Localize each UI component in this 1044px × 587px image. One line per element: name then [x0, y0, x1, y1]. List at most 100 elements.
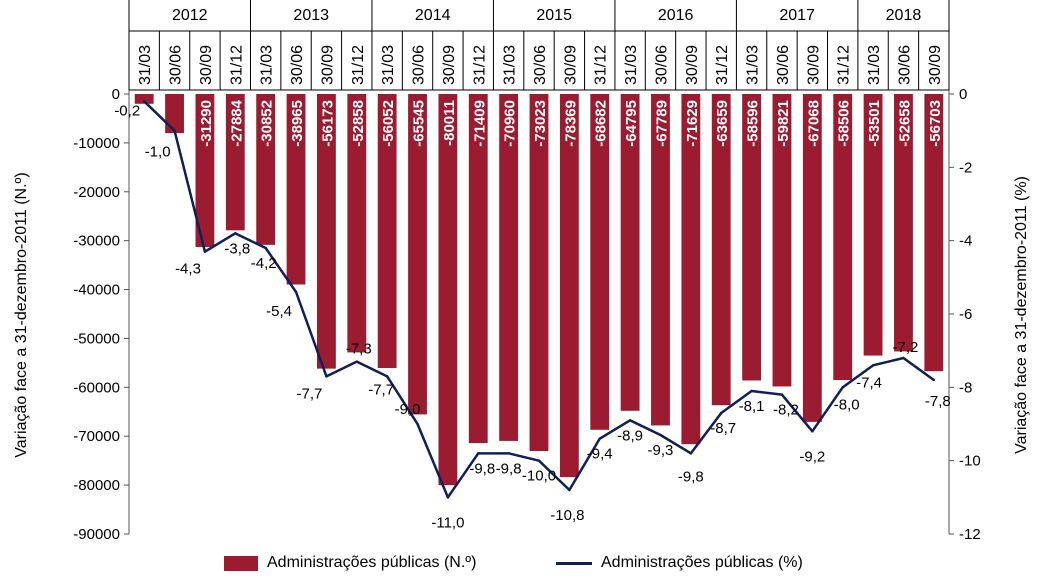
left-tick-label: 0 [112, 86, 120, 103]
line-value-label: -8,0 [834, 396, 860, 413]
line-value-label: -7,2 [893, 339, 919, 356]
line-value-label: -3,8 [224, 240, 250, 257]
date-tick-label: 31/12 [471, 45, 488, 85]
bar [833, 94, 853, 381]
bar-value-label: -67789 [653, 100, 670, 147]
line-point [264, 246, 267, 250]
line-point [780, 393, 784, 396]
bar [742, 94, 762, 381]
bar [225, 94, 245, 231]
bar [286, 94, 306, 285]
year-label: 2018 [886, 7, 922, 24]
line-value-label: -7,3 [346, 341, 372, 358]
bar-value-label: -30852 [259, 100, 276, 147]
year-label: 2016 [658, 7, 694, 24]
year-label: 2015 [536, 7, 572, 24]
date-tick-label: 31/12 [350, 45, 367, 85]
left-tick-label: -80000 [73, 477, 120, 494]
line-value-label: -9,8 [496, 460, 522, 477]
bar-value-label: -52858 [350, 100, 367, 147]
line-point [142, 100, 146, 103]
bar [408, 94, 427, 415]
date-tick-label: 30/06 [411, 45, 428, 85]
line-point [932, 378, 936, 382]
legend-item-line: Administrações públicas (%) [556, 554, 803, 572]
right-tick-label: 0 [959, 86, 967, 103]
left-axis-title: Variação face a 31-dezembro-2011 (N.º) [13, 172, 30, 458]
bar-value-label: -78369 [562, 100, 579, 147]
line-value-label: -9,3 [648, 442, 674, 459]
date-tick-label: 30/06 [653, 45, 670, 85]
line-point [598, 437, 601, 440]
bar-value-label: -58596 [745, 100, 762, 147]
line-value-label: -1,0 [145, 144, 171, 161]
line-value-label: -4,2 [251, 255, 277, 272]
line-point [234, 232, 237, 235]
bar [924, 94, 944, 372]
right-tick-label: -12 [959, 526, 981, 543]
line-value-label: -10,0 [522, 468, 556, 485]
line-point [750, 389, 753, 393]
line-value-label: -7,8 [925, 393, 951, 410]
bar-value-label: -52658 [896, 100, 913, 147]
date-tick-label: 31/03 [745, 45, 762, 85]
left-tick-label: -60000 [73, 379, 120, 396]
date-tick-label: 31/12 [593, 45, 610, 85]
legend-item-bars: Administrações públicas (N.º) [224, 554, 476, 572]
bar [468, 94, 488, 444]
line-point [355, 360, 358, 363]
date-tick-label: 31/03 [380, 45, 397, 85]
bar [316, 94, 336, 369]
date-tick-label: 30/09 [805, 45, 822, 85]
bar [134, 94, 154, 104]
line-point [507, 452, 510, 455]
bar [499, 94, 519, 441]
date-tick-label: 30/06 [289, 45, 306, 85]
bar-value-label: -80011 [441, 100, 458, 146]
date-tick-label: 30/09 [198, 45, 215, 85]
bar-value-label: -56703 [927, 100, 944, 147]
bar-value-label: -59821 [775, 100, 792, 147]
bar-value-label: -70960 [502, 100, 519, 147]
left-tick-label: -20000 [73, 184, 120, 201]
date-tick-label: 31/12 [836, 45, 853, 85]
line-point [689, 452, 693, 455]
bar-value-label: -64795 [623, 100, 640, 147]
bar [681, 94, 701, 445]
bar-value-label: -73023 [532, 100, 549, 147]
left-tick-label: -50000 [73, 330, 120, 347]
right-tick-label: -8 [959, 379, 972, 396]
left-tick-label: -30000 [73, 233, 120, 250]
date-tick-label: 30/06 [532, 45, 549, 85]
date-tick-label: 30/09 [319, 45, 336, 85]
date-tick-label: 30/06 [896, 45, 913, 85]
line-value-label: -9,0 [395, 401, 421, 418]
bar-value-label: -58506 [836, 100, 853, 147]
line-value-label: -9,4 [587, 446, 613, 463]
line-value-label: -4,3 [175, 261, 201, 278]
line-value-label: -7,7 [368, 381, 394, 398]
bar-value-label: -71629 [684, 100, 701, 147]
bar [377, 94, 397, 369]
line-point [902, 356, 905, 360]
bar-value-label: -56173 [319, 100, 336, 147]
bar-value-label: -27884 [228, 99, 245, 146]
line-value-label: -9,8 [678, 468, 704, 485]
right-axis-title: Variação face a 31-dezembro-2011 (%) [1013, 176, 1030, 454]
bar [347, 94, 367, 353]
bar [802, 94, 822, 422]
date-tick-label: 31/03 [137, 45, 154, 85]
bar [711, 94, 731, 406]
date-tick-label: 30/06 [168, 45, 185, 85]
line-point [446, 496, 450, 499]
bar [590, 94, 610, 430]
bar [894, 94, 913, 352]
bar [165, 94, 184, 134]
bar [772, 94, 792, 387]
line-point [537, 459, 541, 462]
line-value-label: -8,9 [617, 427, 643, 444]
left-tick-label: -90000 [73, 526, 120, 543]
date-tick-label: 31/12 [228, 45, 245, 85]
bar-value-label: -71409 [471, 100, 488, 147]
bar [256, 94, 276, 245]
